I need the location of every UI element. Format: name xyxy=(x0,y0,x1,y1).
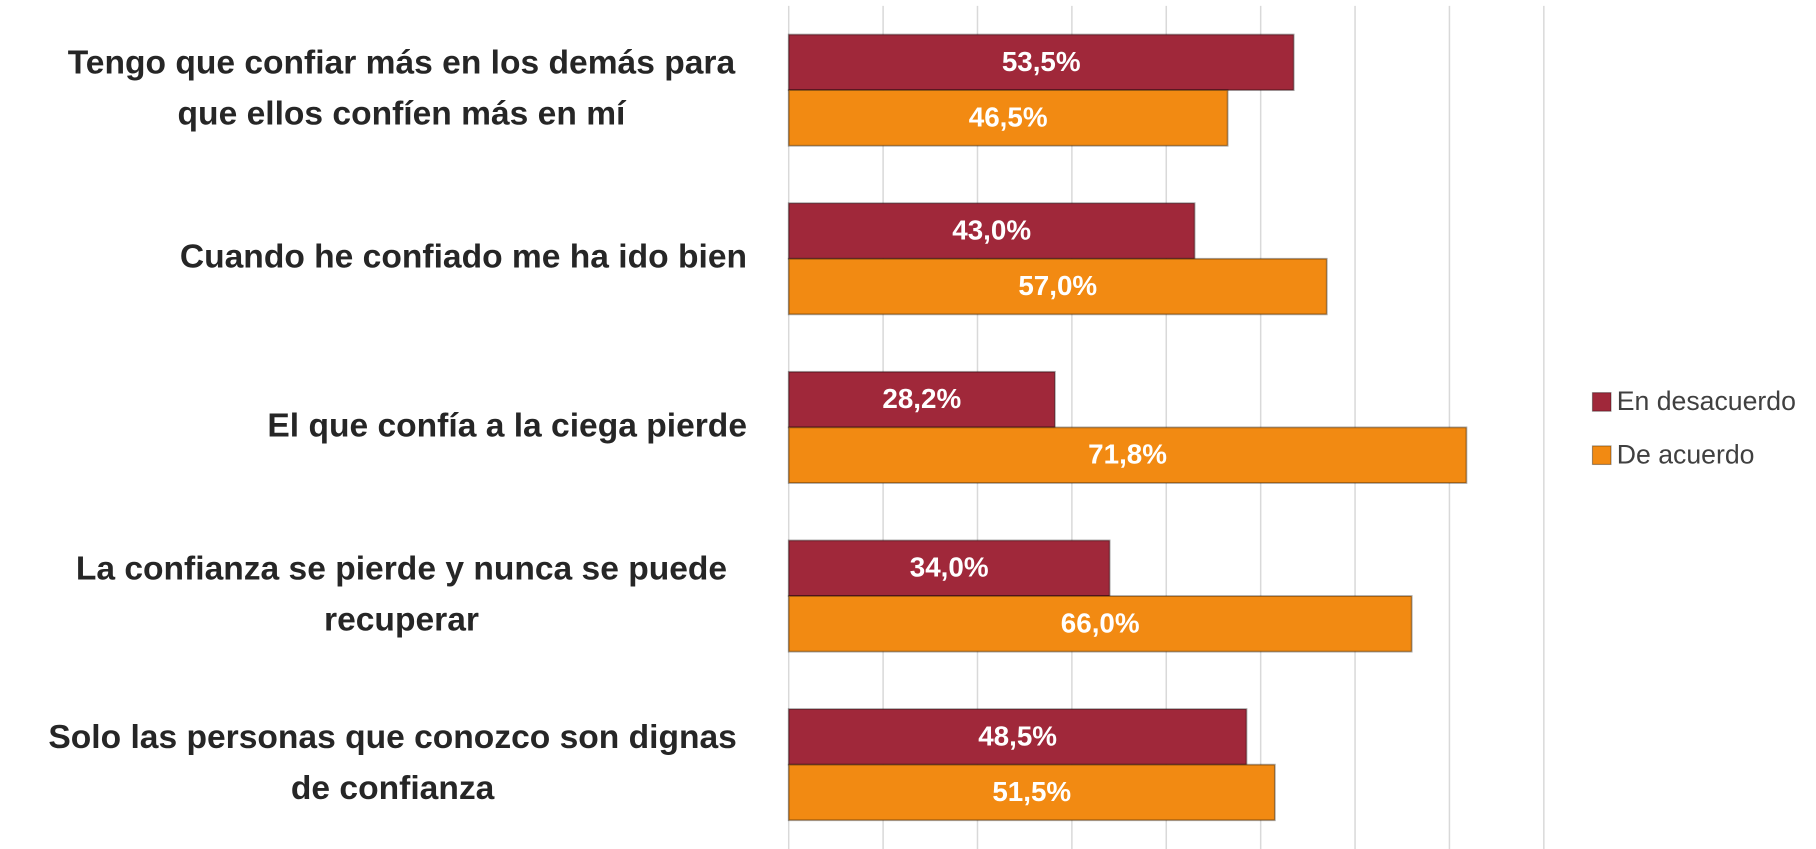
value-label: 28,2% xyxy=(882,383,961,414)
value-label: 71,8% xyxy=(1088,439,1167,470)
bar xyxy=(787,33,1295,92)
legend-swatch xyxy=(1591,445,1612,466)
category-label: El que confía a la ciega pierde xyxy=(267,407,747,444)
bar xyxy=(787,539,1111,597)
category-label: La confianza se pierde y nunca se puede r… xyxy=(76,550,727,638)
value-label: 66,0% xyxy=(1061,607,1140,638)
category-label: Cuando he confiado me ha ido bien xyxy=(180,239,747,276)
value-label: 51,5% xyxy=(992,776,1071,807)
bar xyxy=(787,89,1229,147)
legend-swatch xyxy=(1591,392,1612,412)
category-label: Tengo que confiar más en los demás para q… xyxy=(68,45,736,133)
value-label: 57,0% xyxy=(1018,270,1097,301)
bar xyxy=(787,708,1248,766)
value-label: 48,5% xyxy=(978,720,1057,751)
bar xyxy=(787,763,1276,822)
value-label: 43,0% xyxy=(952,214,1031,245)
bar xyxy=(787,257,1328,316)
value-label: 46,5% xyxy=(969,101,1048,132)
bar xyxy=(787,426,1468,484)
value-label: 34,0% xyxy=(910,552,989,583)
category-label: Solo las personas que conozco son dignas… xyxy=(48,719,736,807)
legend-label: De acuerdo xyxy=(1617,439,1755,469)
bar xyxy=(787,595,1413,653)
value-label: 53,5% xyxy=(1002,46,1081,77)
legend-label: En desacuerdo xyxy=(1617,386,1796,416)
